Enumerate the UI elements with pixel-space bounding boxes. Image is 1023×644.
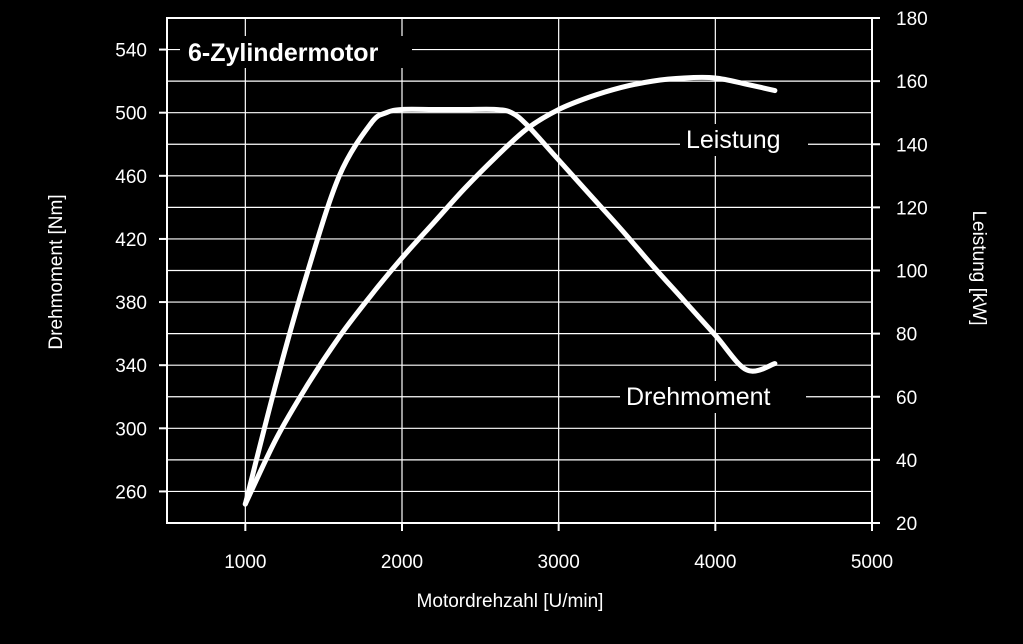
left-tick-label: 540 — [115, 41, 147, 62]
x-tick-label: 4000 — [694, 552, 736, 573]
left-tick-label: 460 — [115, 167, 147, 188]
series-lines — [242, 74, 778, 507]
right-tick-label: 120 — [896, 198, 928, 219]
left-tick-label: 260 — [115, 482, 147, 503]
x-tick-label: 3000 — [538, 552, 580, 573]
right-tick-label: 20 — [896, 514, 917, 535]
x-tick-label: 5000 — [851, 552, 893, 573]
right-tick-label: 160 — [896, 72, 928, 93]
annotation-torque: Drehmoment — [620, 381, 806, 413]
left-tick-label: 300 — [115, 419, 147, 440]
right-axis-label: Leistung [kW] — [968, 210, 989, 325]
left-tick-label: 340 — [115, 356, 147, 377]
annotation-motor-text: 6-Zylindermotor — [188, 39, 379, 67]
right-tick-label: 80 — [896, 325, 917, 346]
annotation-motor: 6-Zylindermotor — [180, 36, 412, 68]
left-axis-label: Drehmoment [Nm] — [46, 194, 67, 349]
x-axis-label: Motordrehzahl [U/min] — [417, 591, 604, 612]
series-line-leistung — [242, 74, 778, 507]
left-tick-label: 500 — [115, 104, 147, 125]
right-tick-label: 180 — [896, 9, 928, 30]
right-tick-label: 40 — [896, 451, 917, 472]
annotation-torque-text: Drehmoment — [626, 383, 771, 411]
annotation-power: Leistung — [680, 124, 808, 156]
series-line-drehmoment — [242, 106, 778, 507]
right-tick-label: 60 — [896, 388, 917, 409]
left-tick-label: 420 — [115, 230, 147, 251]
left-tick-label: 380 — [115, 293, 147, 314]
x-axis-ticks: 1000 2000 3000 4000 5000 — [224, 523, 893, 573]
x-tick-label: 2000 — [381, 552, 423, 573]
right-tick-label: 100 — [896, 262, 928, 283]
x-tick-label: 1000 — [224, 552, 266, 573]
left-axis-ticks: 260 300 340 380 420 460 500 540 — [115, 41, 167, 503]
right-axis-ticks: 20 40 60 80 100 120 140 160 180 — [872, 9, 928, 535]
annotation-power-text: Leistung — [686, 126, 781, 154]
right-tick-label: 140 — [896, 135, 928, 156]
